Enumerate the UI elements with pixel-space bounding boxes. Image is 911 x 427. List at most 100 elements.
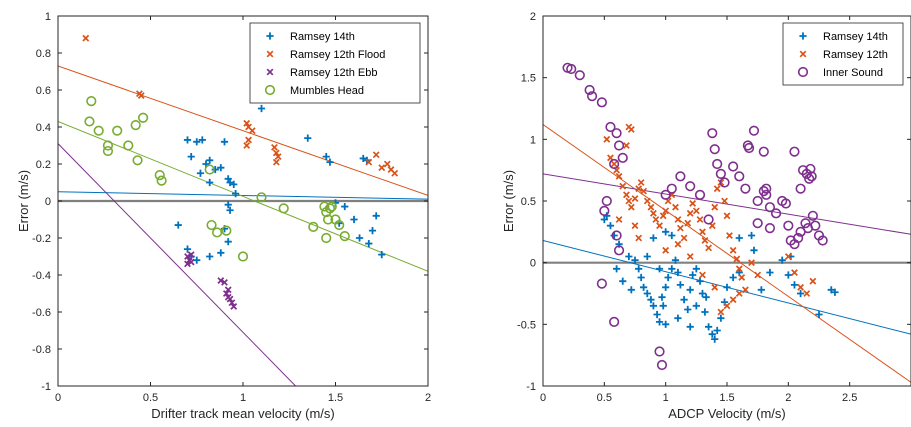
left-point-ramsey-12th-flood-5 [248, 127, 256, 135]
right-legend-marker-ramsey-12th [799, 50, 807, 58]
left-point-ramsey-12th-flood-8 [271, 143, 278, 151]
right-point-ramsey-12th-54 [797, 283, 805, 291]
left-point-ramsey-12th-ebb-0 [184, 253, 191, 260]
left-series-ramsey-12th-ebb [184, 251, 238, 310]
right-point-ramsey-12th-27 [686, 209, 694, 217]
right-point-ramsey-12th-24 [676, 224, 684, 232]
right-point-ramsey-12th-50 [635, 234, 643, 242]
left-point-ramsey-14th-7 [187, 153, 195, 161]
left-point-ramsey-14th-22 [183, 245, 192, 253]
right-point-ramsey-14th-64-stroke [643, 252, 651, 261]
right-point-ramsey-14th-12-stroke [649, 302, 657, 310]
right-point-inner-sound-36 [752, 195, 763, 207]
right-point-inner-sound-32 [740, 183, 751, 194]
right-point-ramsey-14th-31-stroke [705, 323, 713, 331]
right-point-ramsey-14th-17 [662, 283, 670, 291]
right-point-ramsey-14th-32 [708, 330, 716, 338]
right-point-ramsey-14th-24-stroke [684, 305, 692, 314]
right-point-ramsey-14th-6-stroke [631, 256, 639, 264]
right-point-ramsey-12th-9 [631, 195, 639, 202]
right-point-ramsey-14th-45 [668, 231, 676, 240]
left-point-mumbles-head-18 [278, 203, 289, 214]
right-point-inner-sound-9 [609, 158, 620, 170]
left-point-ramsey-14th-6 [211, 165, 219, 174]
right-point-ramsey-12th-18 [659, 212, 667, 220]
right-point-ramsey-14th-14 [655, 318, 664, 326]
left-point-ramsey-14th-2-stroke [193, 138, 201, 146]
right-point-ramsey-14th-34 [713, 326, 721, 335]
left-point-ramsey-12th-ebb-9 [226, 295, 234, 303]
left-point-ramsey-14th-28 [326, 158, 334, 166]
right-point-ramsey-12th-30 [696, 216, 704, 223]
right-point-inner-sound-6 [605, 121, 616, 133]
right-point-inner-sound-38 [761, 183, 772, 194]
right-point-ramsey-12th-28 [689, 200, 697, 207]
left-point-mumbles-head-19 [308, 221, 319, 232]
right-point-ramsey-14th-28-stroke [696, 277, 704, 285]
left-point-ramsey-14th-11-stroke [220, 138, 229, 146]
left-point-mumbles-head-14 [212, 227, 223, 238]
right-point-ramsey-14th-26 [689, 271, 697, 279]
left-point-ramsey-14th-10 [217, 164, 225, 172]
right-point-ramsey-14th-55 [827, 286, 835, 294]
right-point-ramsey-14th-40-stroke [619, 277, 627, 285]
right-point-ramsey-14th-50 [766, 268, 774, 277]
left-point-ramsey-14th-16-stroke [224, 201, 232, 209]
right-point-ramsey-12th-47 [627, 126, 635, 133]
right-point-ramsey-14th-5-stroke [625, 252, 633, 261]
left-ytick-label: 0.4 [36, 122, 51, 134]
left-point-ramsey-12th-flood-10 [274, 153, 282, 161]
right-point-ramsey-14th-11-stroke [647, 296, 655, 304]
left-point-ramsey-14th-3-stroke [198, 136, 206, 144]
right-point-ramsey-14th-37-stroke [723, 283, 731, 291]
right-point-ramsey-14th-13 [653, 310, 661, 319]
right-point-ramsey-14th-33-stroke [711, 335, 719, 343]
right-point-ramsey-14th-16 [658, 293, 666, 301]
left-point-ramsey-14th-5-stroke [206, 156, 214, 164]
left-point-ramsey-14th-37 [372, 212, 380, 220]
left-point-ramsey-14th-35 [365, 239, 373, 248]
left-xtick-label: 0.5 [143, 392, 158, 404]
right-point-ramsey-14th-10 [643, 289, 651, 298]
right-point-ramsey-14th-53 [797, 289, 805, 298]
right-point-ramsey-14th-7-stroke [635, 265, 643, 273]
right-point-ramsey-12th-4 [615, 172, 623, 180]
right-point-ramsey-12th-2 [610, 160, 618, 168]
right-point-inner-sound-35 [748, 125, 760, 136]
left-point-ramsey-14th-38 [378, 251, 386, 259]
right-point-ramsey-12th-44 [738, 274, 746, 281]
right-point-inner-sound-61 [764, 223, 776, 234]
left-xtick-label: 1.5 [328, 392, 343, 404]
right-point-ramsey-12th-67 [662, 246, 670, 254]
left-point-ramsey-14th-11 [220, 138, 229, 146]
left-point-ramsey-14th-25-stroke [257, 104, 266, 113]
left-point-mumbles-head-1 [84, 116, 95, 127]
left-point-ramsey-12th-ebb-12 [224, 286, 232, 294]
left-legend-marker-ramsey-12th-ebb [266, 68, 274, 76]
left-point-ramsey-14th-2 [193, 138, 201, 146]
right-ytick-label: -0.5 [517, 319, 536, 331]
right-xtick-label: 1.5 [719, 392, 734, 404]
left-point-ramsey-14th-26 [304, 134, 312, 142]
right-point-inner-sound-16 [609, 316, 620, 327]
right-point-ramsey-12th-62 [717, 308, 725, 316]
right-point-ramsey-12th-65 [686, 253, 694, 260]
right-point-ramsey-14th-19 [668, 265, 676, 273]
left-legend-marker-ramsey-14th [266, 32, 274, 40]
right-point-ramsey-14th-21-stroke [674, 268, 682, 277]
left-point-mumbles-head-2 [93, 125, 104, 136]
right-point-ramsey-14th-57-stroke [778, 256, 786, 264]
right-point-inner-sound-12 [599, 205, 610, 216]
right-point-ramsey-12th-17 [656, 222, 663, 230]
right-point-ramsey-14th-19-stroke [668, 265, 676, 273]
left-point-ramsey-14th-27-stroke [322, 153, 330, 161]
right-fit-line-ramsey-12th [543, 124, 911, 383]
right-point-ramsey-14th-43 [649, 234, 657, 242]
right-point-ramsey-14th-65-stroke [655, 265, 664, 273]
right-xtick-label: 0 [540, 392, 546, 404]
right-point-ramsey-14th-5 [625, 252, 633, 261]
right-point-ramsey-14th-59 [674, 314, 682, 322]
left-ytick-label: 1 [45, 11, 51, 23]
right-point-ramsey-12th-23 [674, 216, 682, 223]
right-point-ramsey-12th-16 [652, 216, 660, 223]
